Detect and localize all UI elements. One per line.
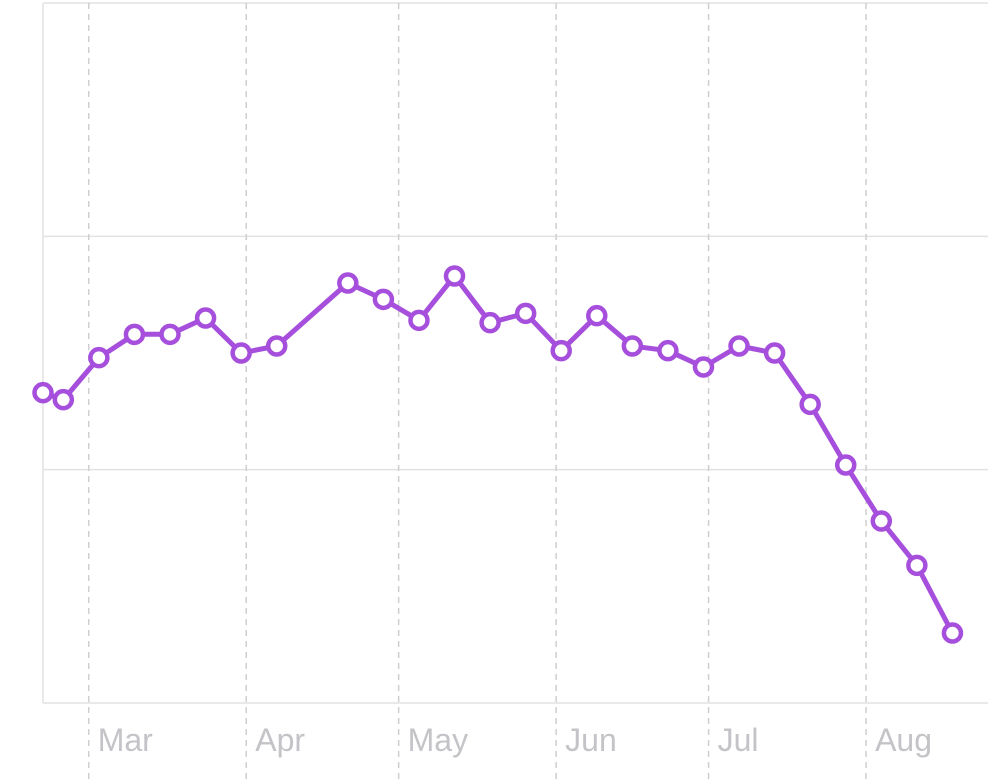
data-point-20: [763, 342, 786, 364]
data-point-3: [123, 323, 146, 346]
data-point-19: [728, 335, 750, 357]
x-axis-labels: Mar Apr May Jun Jul Aug: [98, 722, 932, 758]
data-point-12: [479, 311, 501, 334]
data-point-2: [88, 346, 110, 369]
data-point-14: [550, 339, 572, 362]
x-tick-label-mar: Mar: [98, 722, 153, 758]
data-point-0: [32, 381, 54, 404]
data-point-25: [941, 622, 964, 644]
x-tick-label-jul: Jul: [718, 722, 759, 758]
data-point-24: [906, 554, 928, 577]
data-point-13: [514, 302, 537, 325]
data-point-23: [870, 510, 893, 532]
data-point-21: [799, 393, 821, 416]
series-group: [32, 265, 964, 644]
data-point-5: [194, 307, 217, 329]
grid: [42, 2, 988, 779]
data-point-6: [230, 342, 252, 364]
data-point-17: [657, 339, 679, 362]
data-point-15: [586, 304, 608, 327]
x-tick-label-apr: Apr: [255, 722, 305, 758]
x-tick-label-aug: Aug: [875, 722, 932, 758]
data-point-9: [372, 288, 395, 311]
data-point-11: [443, 265, 466, 287]
data-point-8: [337, 272, 359, 294]
data-point-10: [408, 309, 430, 332]
data-point-18: [692, 356, 715, 378]
data-point-22: [834, 454, 857, 476]
data-point-7: [265, 335, 288, 357]
x-tick-label-jun: Jun: [565, 722, 617, 758]
x-tick-label-may: May: [408, 722, 468, 758]
data-point-4: [159, 323, 181, 346]
data-point-1: [52, 388, 75, 411]
data-point-16: [621, 335, 644, 357]
